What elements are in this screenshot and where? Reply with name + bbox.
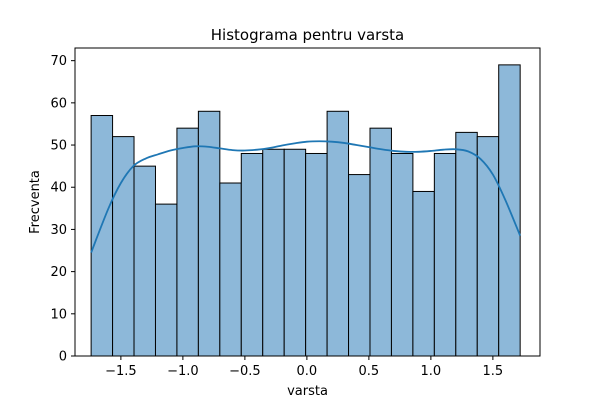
chart-title: Histograma pentru varsta (211, 26, 404, 44)
kde-line (90, 140, 521, 253)
x-tick-label: −1.5 (105, 364, 137, 379)
histogram-bar (326, 110, 350, 357)
histogram-bar (390, 152, 414, 357)
histogram-bar (476, 136, 500, 357)
y-tick-label: 50 (50, 139, 67, 154)
histogram-bar (176, 127, 199, 357)
x-axis-label: varsta (287, 384, 328, 399)
histogram-bar (433, 152, 457, 357)
y-tick-label: 30 (50, 223, 67, 238)
histogram-bar (262, 148, 285, 357)
x-tick-label: 0.5 (359, 364, 380, 379)
histogram-bar (219, 182, 242, 357)
histogram-bar (240, 152, 264, 357)
y-tick-label: 60 (50, 96, 67, 111)
y-tick-label: 40 (50, 181, 67, 196)
histogram-bars (90, 64, 521, 357)
y-tick-label: 70 (50, 54, 67, 69)
histogram-bar (348, 174, 371, 357)
histogram-bar (305, 152, 328, 357)
histogram-bar (154, 203, 178, 357)
x-tick-label: 0.0 (297, 364, 318, 379)
y-axis-ticks: 0 10 20 30 40 50 60 70 (50, 54, 75, 365)
x-tick-label: 1.5 (483, 364, 504, 379)
kde-curve-group (90, 140, 521, 253)
y-axis-label: Frecventa (28, 170, 43, 234)
histogram-bar (133, 165, 156, 357)
x-tick-label: 1.0 (421, 364, 442, 379)
x-tick-label: −0.5 (229, 364, 261, 379)
histogram-bar (455, 131, 478, 357)
histogram-bar (283, 148, 307, 357)
y-tick-label: 20 (50, 265, 67, 280)
histogram-bar (412, 190, 435, 357)
x-axis-ticks: −1.5 −1.0 −0.5 0.0 0.5 1.0 1.5 (105, 356, 503, 379)
plot-frame (74, 47, 541, 357)
y-tick-label: 10 (50, 307, 67, 322)
histogram-bar (369, 127, 392, 357)
y-tick-label: 0 (59, 350, 67, 365)
histogram-bar (90, 115, 114, 357)
x-tick-label: −1.0 (167, 364, 199, 379)
